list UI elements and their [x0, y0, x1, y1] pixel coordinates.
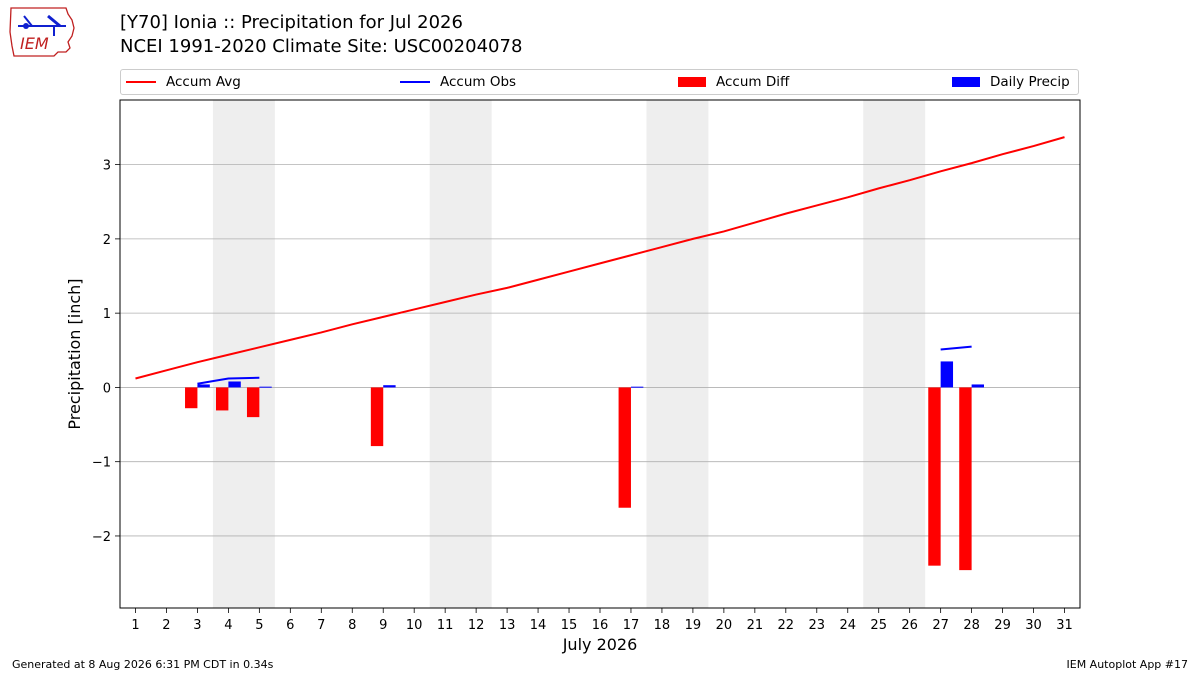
legend-item-accum-obs: Accum Obs — [400, 70, 516, 94]
x-tick-label: 8 — [348, 618, 356, 633]
x-tick-label: 4 — [224, 618, 232, 633]
x-tick-label: 20 — [716, 618, 733, 633]
iem-logo: IEM — [9, 7, 75, 57]
x-tick-label: 12 — [468, 618, 485, 633]
x-tick-label: 21 — [747, 618, 764, 633]
x-tick-label: 23 — [809, 618, 826, 633]
x-tick-label: 3 — [193, 618, 201, 633]
daily-precip-bar — [940, 361, 954, 388]
accum-diff-bar — [370, 387, 384, 447]
x-tick-label: 5 — [255, 618, 263, 633]
x-tick-label: 6 — [286, 618, 294, 633]
legend-label-daily-precip: Daily Precip — [990, 74, 1070, 90]
accum-diff-bar — [618, 387, 631, 508]
x-tick-label: 31 — [1056, 618, 1073, 633]
y-tick-label: 0 — [103, 381, 111, 396]
chart-legend: Accum Avg Accum Obs Accum Diff Daily Pre… — [120, 69, 1079, 95]
y-tick-label: −1 — [92, 456, 111, 471]
chart-subtitle: NCEI 1991-2020 Climate Site: USC00204078 — [120, 36, 523, 57]
accum-obs-line-2 — [940, 345, 972, 351]
y-tick-label: −2 — [92, 530, 111, 545]
generated-timestamp: Generated at 8 Aug 2026 6:31 PM CDT in 0… — [12, 658, 274, 671]
y-axis-label: Precipitation [inch] — [65, 278, 84, 429]
daily-precip-bar — [971, 384, 984, 388]
accum-avg-line — [135, 136, 1065, 380]
x-tick-label: 7 — [317, 618, 325, 633]
chart-title: [Y70] Ionia :: Precipitation for Jul 202… — [120, 12, 463, 33]
daily-precip-bar — [383, 385, 396, 388]
legend-item-accum-diff: Accum Diff — [678, 70, 789, 94]
accum-diff-bar — [246, 387, 260, 418]
x-tick-label: 16 — [592, 618, 609, 633]
x-tick-label: 17 — [623, 618, 640, 633]
weekend-shade-1 — [212, 100, 275, 608]
x-tick-label: 19 — [685, 618, 702, 633]
legend-label-accum-diff: Accum Diff — [716, 74, 790, 90]
legend-swatch-accum-diff — [678, 77, 706, 87]
legend-label-accum-obs: Accum Obs — [440, 74, 517, 90]
x-tick-label: 24 — [839, 618, 856, 633]
x-tick-label: 25 — [870, 618, 887, 633]
y-tick-label: 2 — [103, 233, 111, 248]
x-tick-label: 1 — [131, 618, 139, 633]
legend-item-accum-avg: Accum Avg — [126, 70, 241, 94]
daily-precip-bar — [197, 384, 210, 388]
legend-label-accum-avg: Accum Avg — [166, 74, 241, 90]
x-tick-label: 30 — [1025, 618, 1042, 633]
accum-diff-bar — [216, 387, 229, 411]
x-tick-label: 27 — [932, 618, 949, 633]
daily-precip-bar — [228, 381, 241, 388]
x-tick-label: 26 — [901, 618, 918, 633]
app-label: IEM Autoplot App #17 — [1066, 658, 1189, 671]
x-tick-label: 2 — [162, 618, 170, 633]
x-tick-label: 9 — [379, 618, 387, 633]
accum-diff-bar — [185, 387, 198, 409]
accum-obs-line-1 — [197, 376, 260, 385]
x-tick-label: 13 — [499, 618, 516, 633]
weekend-shade-3 — [646, 100, 709, 608]
x-tick-label: 10 — [406, 618, 423, 633]
svg-text:IEM: IEM — [20, 34, 49, 53]
weekend-shade-4 — [863, 100, 926, 608]
daily-precip-bar — [630, 386, 644, 388]
x-tick-label: 29 — [994, 618, 1011, 633]
legend-item-daily-precip: Daily Precip — [952, 70, 1070, 94]
legend-swatch-accum-obs — [400, 81, 430, 83]
x-tick-label: 18 — [654, 618, 671, 633]
plot-frame — [119, 99, 1081, 609]
x-tick-label: 22 — [778, 618, 795, 633]
x-tick-label: 11 — [437, 618, 454, 633]
y-tick-label: 1 — [103, 307, 111, 322]
accum-diff-bar — [928, 387, 941, 566]
y-tick-label: 3 — [103, 159, 111, 174]
weekend-shade-2 — [429, 100, 492, 608]
x-tick-label: 14 — [530, 618, 547, 633]
x-tick-label: 28 — [963, 618, 980, 633]
x-tick-label: 15 — [561, 618, 578, 633]
x-axis-label: July 2026 — [562, 635, 638, 654]
daily-precip-bar — [259, 386, 272, 388]
accum-diff-bar — [959, 387, 972, 571]
legend-swatch-daily-precip — [952, 77, 980, 87]
legend-swatch-accum-avg — [126, 81, 156, 83]
